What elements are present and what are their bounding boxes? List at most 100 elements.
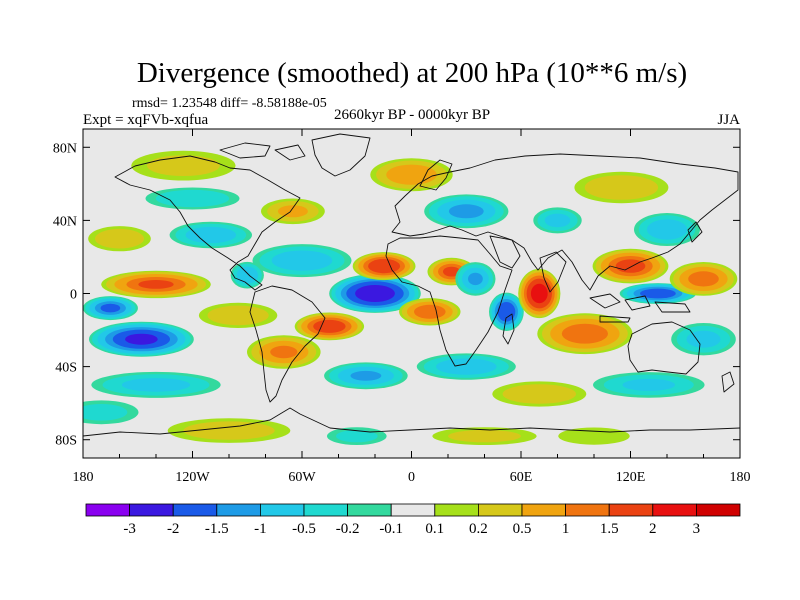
colorbar-label: 0.5 [513,521,532,537]
colorbar-swatch [434,503,479,517]
colorbar-swatch [696,503,741,517]
coast-madagascar [502,313,515,345]
coast-antarctica [83,407,740,437]
colorbar-swatch [347,503,392,517]
coast-north-america [114,155,301,291]
contour-band [561,323,609,344]
colorbar-swatch [390,503,436,517]
divergence-cell [432,427,537,445]
contour-band [95,228,144,249]
divergence-cell [455,262,496,296]
colorbar-swatch [85,503,130,517]
divergence-cell [230,261,264,289]
divergence-cell [574,171,669,204]
colorbar: -3 -2 -1.5 -1 -0.5 -0.2 -0.1 0.1 0.2 0.5 1 1.5 2 3 [85,503,741,537]
colorbar-label: -0.2 [336,521,360,537]
x-tick-label: 120E [616,470,646,485]
contour-band [183,421,275,440]
colorbar-label: -1 [254,521,267,537]
divergence-cell [324,362,408,390]
contour-band [448,429,521,443]
divergence-cell [634,213,700,246]
colorbar-label: 2 [649,521,657,537]
x-tick-label: 60E [510,470,533,485]
contour-band [436,358,497,375]
contour-band [100,303,121,313]
contour-band [386,164,437,185]
colorbar-swatch [303,503,348,517]
divergence-cell [492,381,587,407]
divergence-cell [83,296,138,321]
contour-band [640,288,676,299]
contour-band [336,429,378,443]
coastlines [83,133,740,437]
contour-band [138,280,174,289]
contour-band [414,304,446,319]
divergence-cell [167,418,291,443]
contour-band [646,219,688,240]
colorbar-label: 0.1 [425,521,444,537]
colorbar-swatch [216,503,261,517]
divergence-cell [198,302,278,328]
divergence-cell [101,270,211,299]
colorbar-label: -1.5 [205,521,229,537]
coast-africa [385,235,513,367]
divergence-cell [619,283,697,304]
contour-band [350,370,382,381]
divergence-cell [399,298,461,326]
coast-eurasia [391,153,739,291]
contour-band [277,205,308,218]
divergence-cell [329,274,421,313]
coast-arabia-india [489,235,567,293]
divergence-cell [91,371,221,398]
y-tick-label: 40N [53,214,77,229]
coast-greenland [311,133,371,177]
contour-band [207,305,269,326]
contour-band [688,271,719,287]
colorbar-label: 1 [562,521,570,537]
coast-arctic-islands [219,142,306,161]
contour-band [313,319,346,333]
y-tick-label: 0 [70,288,77,303]
x-tick-label: 120W [175,470,210,485]
divergence-cell [416,353,516,380]
contour-band [147,155,220,177]
contour-band [448,204,484,219]
y-tick-label: 80N [53,141,77,156]
colorbar-swatch [608,503,654,517]
divergence-cell [246,335,321,369]
divergence-cell [261,198,325,225]
colorbar-label: 3 [693,521,701,537]
divergence-cell [370,158,453,192]
coast-indonesia [589,293,691,323]
colorbar-label: 1.5 [600,521,619,537]
coast-japan [687,221,703,243]
divergence-cell [518,268,561,319]
divergence-cell [145,187,240,210]
colorbar-label: -0.1 [379,521,403,537]
colorbar-swatch [477,503,523,517]
divergence-cell [537,313,633,355]
contour-band [584,175,659,200]
contour-band [83,404,128,421]
contour-band [155,189,230,208]
divergence-cell [327,427,387,445]
x-tick-label: 180 [730,470,751,485]
contour-band [236,266,258,284]
contour-band [368,259,401,274]
divergence-cell [88,226,151,252]
divergence-cell [489,292,524,331]
contour-band [443,266,461,277]
contour-band [355,285,395,302]
colorbar-swatch [652,503,697,517]
divergence-cell [131,150,236,181]
axes: 180 120W 60W 0 60E 120E 180 80N 40N 0 40S 80S [53,129,751,485]
contour-band [185,226,236,244]
divergence-cell [83,400,139,425]
colorbar-swatch [521,503,566,517]
divergence-cell [88,321,194,357]
contour-band [686,330,721,348]
colorbar-swatch [565,503,610,517]
coast-south-america [249,285,326,403]
